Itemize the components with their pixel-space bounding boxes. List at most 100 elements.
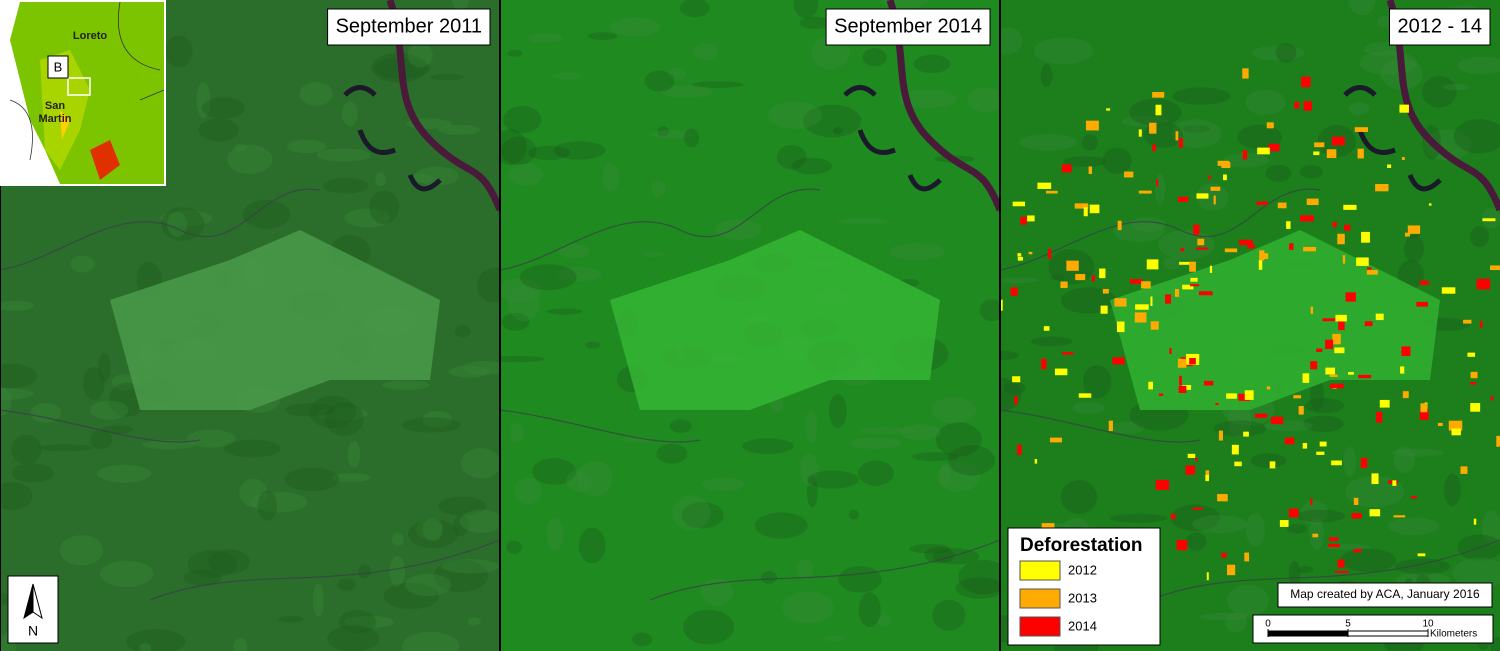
texture (467, 617, 481, 626)
texture (98, 352, 111, 382)
texture (1265, 164, 1292, 182)
deforestation-patch (1303, 246, 1316, 252)
inset-marker: B (54, 59, 63, 74)
deforestation-patch (1180, 248, 1185, 252)
deforestation-patch (1067, 261, 1076, 267)
deforestation-patch (1353, 497, 1359, 505)
texture (165, 35, 193, 68)
texture (1469, 226, 1490, 248)
texture (796, 559, 814, 579)
deforestation-patch (1010, 287, 1018, 296)
deforestation-patch (1075, 274, 1086, 281)
deforestation-patch (1473, 518, 1477, 525)
deforestation-patch (1364, 321, 1373, 327)
texture (1199, 612, 1251, 621)
deforestation-patch (1179, 261, 1190, 265)
texture (806, 476, 818, 508)
deforestation-patch (1061, 164, 1072, 173)
deforestation-patch (1375, 184, 1389, 192)
deforestation-patch (1314, 142, 1325, 148)
deforestation-patch (1257, 147, 1270, 155)
texture (1158, 229, 1215, 260)
texture (30, 403, 61, 423)
texture (858, 460, 894, 486)
texture (1275, 43, 1297, 63)
deforestation-patch (1402, 391, 1409, 399)
deforestation-patch (1034, 459, 1038, 464)
deforestation-patch (1078, 393, 1092, 398)
deforestation-patch (1150, 296, 1153, 307)
inset-marker-box (47, 55, 69, 79)
deforestation-patch (1322, 318, 1336, 322)
deforestation-patch (1102, 288, 1109, 294)
deforestation-patch (1218, 430, 1223, 441)
texture (1303, 415, 1344, 432)
texture (408, 519, 459, 549)
deforestation-patch (1195, 458, 1198, 462)
deforestation-patch (1227, 564, 1236, 576)
deforestation-patch (1112, 357, 1125, 365)
deforestation-patch (1244, 552, 1250, 562)
texture (1081, 134, 1098, 151)
texture (11, 463, 54, 483)
deforestation-patch (1331, 460, 1342, 466)
inset-hotspot (60, 110, 70, 140)
deforestation-patch (1001, 299, 1003, 311)
deforestation-patch (1187, 453, 1196, 458)
deforestation-patch (1334, 570, 1349, 573)
legend-label: 2014 (1068, 618, 1097, 633)
texture (656, 443, 688, 464)
deforestation-patch (1312, 533, 1319, 538)
texture (452, 0, 469, 10)
oxbow (1343, 85, 1442, 192)
deforestation-patch (1135, 304, 1149, 310)
texture (1457, 56, 1500, 75)
texture (375, 172, 386, 187)
deforestation-patch (1303, 101, 1313, 111)
texture (322, 177, 369, 194)
deforestation-patch (1028, 251, 1033, 255)
deforestation-patch (1089, 204, 1100, 214)
deforestation-patch (1169, 348, 1172, 354)
deforestation-patch (1117, 220, 1122, 231)
deforestation-patch (1361, 231, 1371, 243)
texture (415, 519, 442, 540)
map-panel (501, 0, 999, 651)
deforestation-patch (1223, 174, 1227, 181)
texture (1245, 89, 1286, 115)
deforestation-patch (1441, 287, 1456, 294)
deforestation-patch (1348, 372, 1354, 375)
texture (1192, 515, 1247, 534)
deforestation-patch (1043, 326, 1050, 331)
deforestation-patch (1206, 572, 1209, 581)
legend-title: Deforestation (1020, 535, 1142, 556)
texture (932, 599, 966, 631)
texture (287, 139, 327, 154)
texture (429, 74, 465, 81)
deforestation-patch (1270, 416, 1284, 425)
deforestation-patch (1325, 339, 1334, 350)
texture (316, 148, 371, 162)
texture (1252, 45, 1305, 61)
credit-box (1277, 582, 1493, 608)
deforestation-patch (1400, 366, 1405, 374)
deforestation-patch (1114, 298, 1127, 307)
texture (556, 266, 602, 282)
deforestation-patch (1239, 239, 1253, 246)
texture (1343, 446, 1357, 477)
texture (1170, 504, 1221, 532)
deforestation-patch (1258, 259, 1263, 270)
deforestation-patch (1209, 265, 1213, 273)
plantation (610, 230, 940, 410)
deforestation-patch (1060, 281, 1068, 289)
plantation (110, 230, 440, 410)
stream (1001, 188, 1500, 601)
deforestation-patch (1148, 381, 1154, 390)
texture (528, 145, 571, 161)
river (1386, 0, 1500, 212)
texture (278, 615, 304, 623)
texture (557, 243, 590, 259)
texture (1452, 557, 1500, 589)
deforestation-patch (1277, 202, 1287, 209)
